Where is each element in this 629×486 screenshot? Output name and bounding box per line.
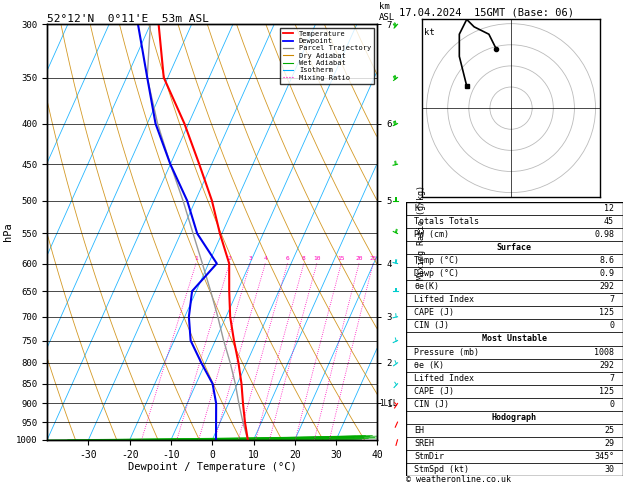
Text: 29: 29 (604, 439, 614, 448)
Text: θe (K): θe (K) (415, 361, 444, 370)
Text: 4: 4 (264, 257, 267, 261)
FancyBboxPatch shape (406, 450, 623, 463)
FancyBboxPatch shape (406, 241, 623, 254)
Text: km
ASL: km ASL (379, 2, 396, 22)
Y-axis label: hPa: hPa (3, 223, 13, 242)
Text: 7: 7 (609, 295, 614, 304)
Text: 45: 45 (604, 217, 614, 226)
Text: 15: 15 (337, 257, 345, 261)
Text: 292: 292 (599, 361, 614, 370)
Text: θe(K): θe(K) (415, 282, 440, 291)
Text: 0.9: 0.9 (599, 269, 614, 278)
Text: 0: 0 (609, 321, 614, 330)
FancyBboxPatch shape (406, 254, 623, 267)
Text: 1: 1 (194, 257, 198, 261)
Text: Lifted Index: Lifted Index (415, 295, 474, 304)
FancyBboxPatch shape (406, 411, 623, 424)
FancyBboxPatch shape (406, 398, 623, 411)
Text: PW (cm): PW (cm) (415, 230, 449, 239)
Text: 12: 12 (604, 204, 614, 213)
Text: Lifted Index: Lifted Index (415, 374, 474, 382)
Text: 2: 2 (228, 257, 231, 261)
Text: 6: 6 (286, 257, 289, 261)
Text: 8: 8 (302, 257, 306, 261)
Text: CAPE (J): CAPE (J) (415, 387, 454, 396)
Text: 292: 292 (599, 282, 614, 291)
Text: 3: 3 (248, 257, 252, 261)
Text: 345°: 345° (594, 452, 614, 461)
Text: CIN (J): CIN (J) (415, 400, 449, 409)
X-axis label: Dewpoint / Temperature (°C): Dewpoint / Temperature (°C) (128, 462, 297, 472)
FancyBboxPatch shape (406, 215, 623, 228)
Text: K: K (415, 204, 420, 213)
Text: kt: kt (425, 28, 435, 37)
FancyBboxPatch shape (406, 346, 623, 359)
FancyBboxPatch shape (406, 424, 623, 437)
FancyBboxPatch shape (406, 372, 623, 385)
FancyBboxPatch shape (406, 293, 623, 306)
Text: SREH: SREH (415, 439, 435, 448)
FancyBboxPatch shape (406, 202, 623, 215)
FancyBboxPatch shape (406, 267, 623, 280)
Text: Hodograph: Hodograph (492, 413, 537, 422)
Text: 7: 7 (609, 374, 614, 382)
Text: Pressure (mb): Pressure (mb) (415, 347, 479, 357)
Text: Surface: Surface (497, 243, 532, 252)
Text: 125: 125 (599, 387, 614, 396)
FancyBboxPatch shape (406, 319, 623, 332)
Text: © weatheronline.co.uk: © weatheronline.co.uk (406, 474, 511, 484)
Text: 52°12'N  0°11'E  53m ASL: 52°12'N 0°11'E 53m ASL (47, 14, 209, 23)
Text: 30: 30 (604, 465, 614, 474)
Text: 1008: 1008 (594, 347, 614, 357)
FancyBboxPatch shape (406, 306, 623, 319)
FancyBboxPatch shape (406, 437, 623, 450)
Text: 8.6: 8.6 (599, 256, 614, 265)
Text: StmDir: StmDir (415, 452, 444, 461)
Text: Mixing Ratio (g/kg): Mixing Ratio (g/kg) (417, 185, 426, 279)
Legend: Temperature, Dewpoint, Parcel Trajectory, Dry Adiabat, Wet Adiabat, Isotherm, Mi: Temperature, Dewpoint, Parcel Trajectory… (280, 28, 374, 84)
Text: 25: 25 (604, 426, 614, 435)
Text: Temp (°C): Temp (°C) (415, 256, 459, 265)
Text: 20: 20 (355, 257, 363, 261)
Text: Dewp (°C): Dewp (°C) (415, 269, 459, 278)
Text: StmSpd (kt): StmSpd (kt) (415, 465, 469, 474)
FancyBboxPatch shape (406, 332, 623, 346)
Text: CAPE (J): CAPE (J) (415, 308, 454, 317)
Text: 0: 0 (609, 400, 614, 409)
Text: Totals Totals: Totals Totals (415, 217, 479, 226)
Text: Most Unstable: Most Unstable (482, 334, 547, 344)
FancyBboxPatch shape (406, 463, 623, 476)
Text: EH: EH (415, 426, 425, 435)
Text: 25: 25 (369, 257, 377, 261)
FancyBboxPatch shape (406, 228, 623, 241)
FancyBboxPatch shape (406, 280, 623, 293)
Text: 10: 10 (313, 257, 321, 261)
Text: 17.04.2024  15GMT (Base: 06): 17.04.2024 15GMT (Base: 06) (399, 7, 574, 17)
FancyBboxPatch shape (406, 385, 623, 398)
Text: 0.98: 0.98 (594, 230, 614, 239)
Text: 1LCL: 1LCL (379, 399, 397, 408)
Text: CIN (J): CIN (J) (415, 321, 449, 330)
Text: 125: 125 (599, 308, 614, 317)
FancyBboxPatch shape (406, 359, 623, 372)
